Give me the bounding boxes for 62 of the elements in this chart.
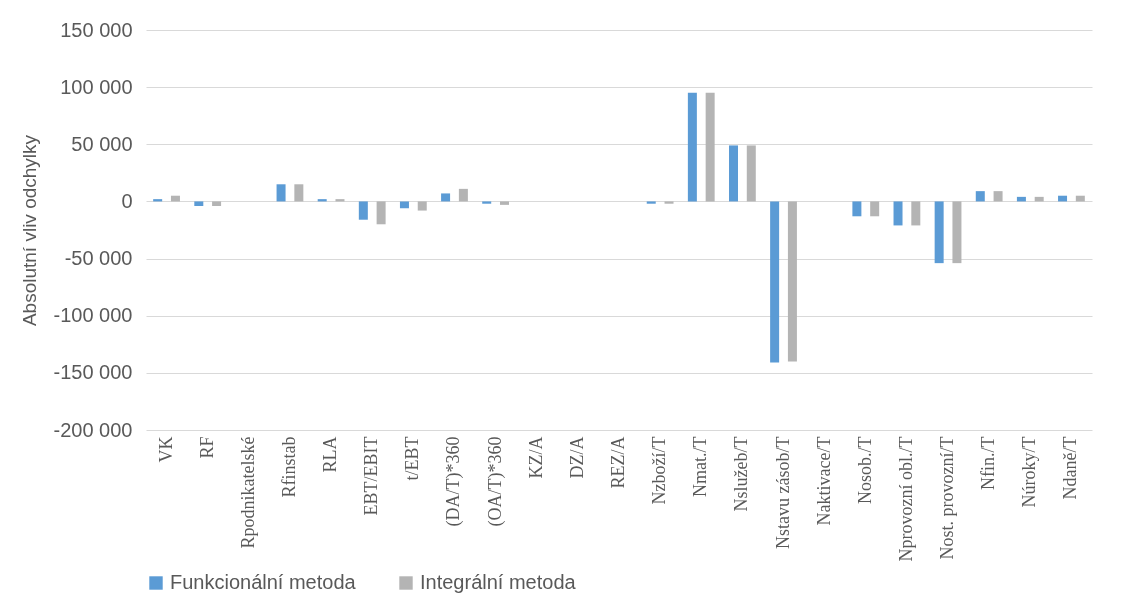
bar xyxy=(482,201,492,204)
bar xyxy=(787,201,797,362)
x-tick-label: Nfin./T xyxy=(978,436,999,490)
bar xyxy=(993,191,1003,202)
x-tick-label: Ndaně/T xyxy=(1060,436,1081,500)
y-tick-label: 50 000 xyxy=(71,132,133,155)
bar xyxy=(729,145,738,202)
bar xyxy=(975,191,985,202)
bar xyxy=(294,184,304,202)
bar xyxy=(893,201,903,226)
bar xyxy=(458,188,468,202)
x-tick-label: Nstavu zásob/T xyxy=(772,436,793,549)
y-tick-label: 100 000 xyxy=(60,75,133,98)
x-tick-label: Nslužeb/T xyxy=(731,436,752,512)
bar xyxy=(746,145,756,202)
y-tick-label: -50 000 xyxy=(64,247,133,270)
bar xyxy=(911,201,921,226)
x-tick-label: t/EBT xyxy=(402,436,423,481)
x-tick-label: DZ/A xyxy=(566,436,587,479)
x-tick-label: Nmat./T xyxy=(690,436,711,497)
bar xyxy=(358,201,368,220)
bar xyxy=(664,201,674,204)
x-tick-label: Núroky/T xyxy=(1019,436,1040,508)
x-tick-label: Nprovozní obl./T xyxy=(895,436,916,562)
bar xyxy=(212,201,222,206)
bar xyxy=(399,201,409,209)
x-tick-label: Rpodnikatelské xyxy=(237,436,258,549)
y-tick-label: -100 000 xyxy=(53,304,133,327)
x-tick-label: Nosob./T xyxy=(854,436,875,504)
x-tick-label: REZ/A xyxy=(608,436,628,489)
x-tick-label: Rfinstab xyxy=(278,436,299,498)
x-tick-label: EBT/EBIT xyxy=(361,436,382,516)
bar xyxy=(705,92,715,202)
bar xyxy=(934,201,944,264)
x-tick-label: RLA xyxy=(320,436,341,473)
bar xyxy=(870,201,880,217)
y-tick-label: -200 000 xyxy=(53,418,133,441)
legend-label: Funkcionální metoda xyxy=(170,571,357,593)
y-tick-label: -150 000 xyxy=(53,361,133,384)
bar xyxy=(376,201,386,225)
x-tick-label: Naktivace/T xyxy=(813,436,834,526)
x-tick-label: (OA/T)*360 xyxy=(484,436,506,527)
bar xyxy=(276,184,286,202)
bar xyxy=(441,193,451,202)
bar xyxy=(770,201,780,363)
bar xyxy=(194,201,204,206)
bar xyxy=(852,201,862,217)
x-tick-label: (DA/T)*360 xyxy=(443,436,465,527)
x-tick-label: Nzboží/T xyxy=(649,436,670,505)
x-tick-label: RF xyxy=(196,436,217,459)
legend-label: Integrální metoda xyxy=(420,571,577,593)
y-axis-title: Absolutní vliv odchylky xyxy=(18,134,40,327)
x-tick-label: VK xyxy=(155,436,176,463)
y-tick-label: 0 xyxy=(121,189,133,212)
bar xyxy=(417,201,427,211)
x-tick-label: Nost. provozní/T xyxy=(937,436,958,560)
y-tick-label: 150 000 xyxy=(60,18,133,41)
x-tick-label: KZ/A xyxy=(525,436,546,479)
bar xyxy=(500,201,509,205)
bar xyxy=(687,92,697,202)
bar xyxy=(952,201,962,264)
bar xyxy=(646,201,656,204)
